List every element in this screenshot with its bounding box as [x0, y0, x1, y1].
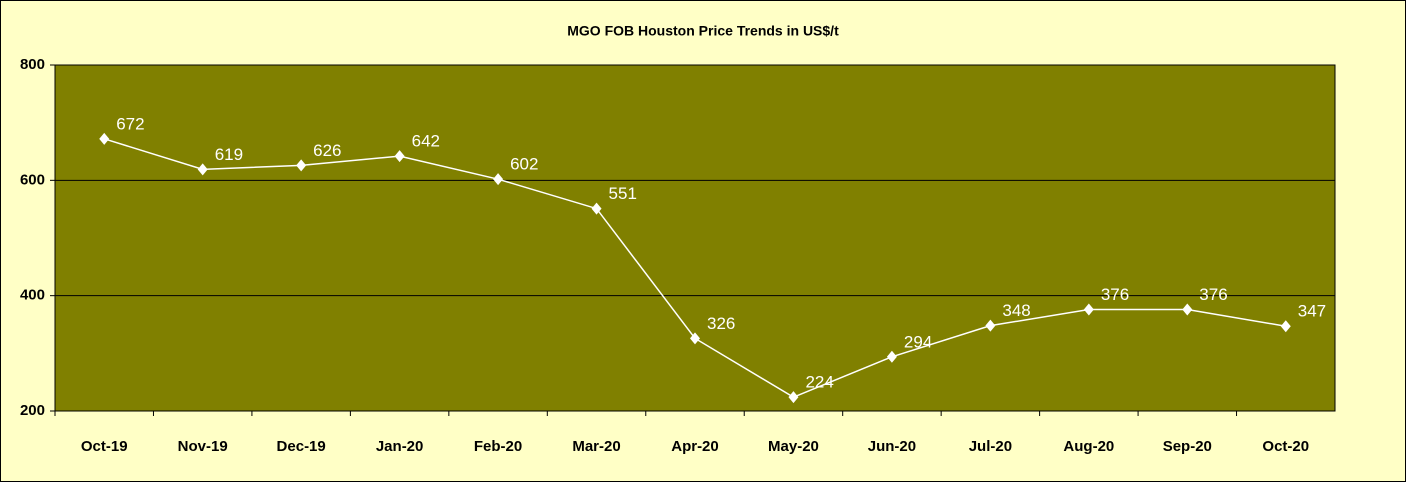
data-label: 551 [609, 184, 637, 203]
x-tick-label: Jul-20 [969, 438, 1012, 455]
x-tick-label: Oct-19 [81, 438, 128, 455]
data-label: 602 [510, 155, 538, 174]
data-label: 376 [1199, 285, 1227, 304]
x-tick-label: Mar-20 [572, 438, 620, 455]
x-tick-label: May-20 [768, 438, 819, 455]
marker [591, 202, 602, 215]
y-tick-label: 800 [20, 56, 45, 73]
data-label: 672 [116, 114, 144, 133]
marker [296, 159, 307, 172]
marker [493, 173, 504, 186]
marker [1083, 303, 1094, 316]
x-tick-label: Oct-20 [1262, 438, 1309, 455]
marker [197, 163, 208, 176]
x-tick-label: Dec-19 [277, 438, 326, 455]
data-label: 376 [1101, 285, 1129, 304]
data-label: 294 [904, 332, 932, 351]
marker [394, 150, 405, 163]
data-label: 326 [707, 314, 735, 333]
marker [886, 350, 897, 363]
data-label: 619 [215, 145, 243, 164]
data-label: 347 [1298, 302, 1326, 321]
data-label: 224 [805, 373, 833, 392]
x-tick-label: Jan-20 [376, 438, 424, 455]
y-tick-label: 400 [20, 287, 45, 304]
marker [985, 319, 996, 332]
marker [690, 332, 700, 345]
x-tick-label: Sep-20 [1163, 438, 1212, 455]
x-tick-label: Apr-20 [671, 438, 719, 455]
x-tick-label: Aug-20 [1063, 438, 1114, 455]
x-tick-label: Jun-20 [868, 438, 916, 455]
x-tick-label: Nov-19 [178, 438, 228, 455]
data-label: 626 [313, 141, 341, 160]
chart-title: MGO FOB Houston Price Trends in US$/t [567, 23, 839, 39]
marker [1280, 320, 1291, 333]
x-tick-label: Feb-20 [474, 438, 522, 455]
y-tick-label: 600 [20, 171, 45, 188]
data-label: 348 [1002, 301, 1030, 320]
marker [99, 132, 110, 145]
marker [788, 391, 799, 404]
y-tick-label: 200 [20, 402, 45, 419]
marker [1182, 303, 1193, 316]
plot-area [54, 64, 1336, 412]
data-label: 642 [412, 132, 440, 151]
